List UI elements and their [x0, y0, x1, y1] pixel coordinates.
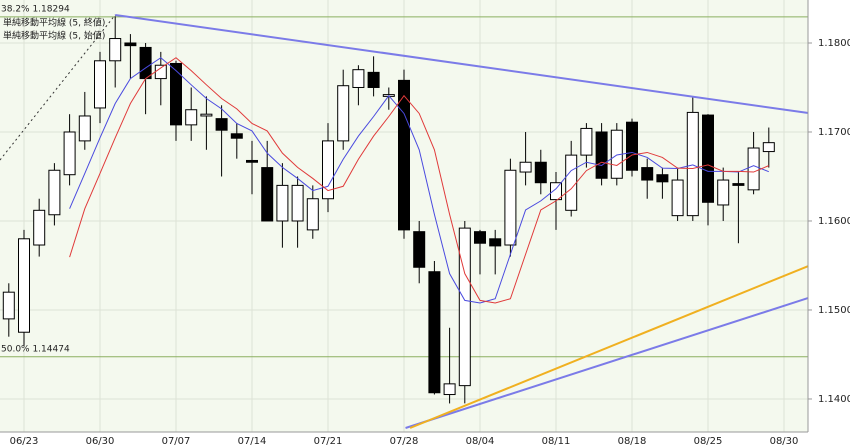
x-tick-label: 08/04 [466, 436, 495, 447]
candle-body [443, 383, 456, 396]
x-tick-label: 06/23 [10, 436, 39, 447]
trend-line [115, 13, 809, 115]
x-tick-label: 07/21 [314, 436, 343, 447]
candle-body [48, 169, 61, 216]
candle-body [458, 227, 471, 387]
candle-body [78, 115, 91, 142]
candle-body [154, 64, 167, 80]
candle-body [413, 231, 426, 268]
candle-body [474, 231, 486, 244]
candle-body [367, 71, 380, 88]
candle-body [352, 69, 365, 88]
candle-body [63, 131, 76, 176]
candle-body [580, 127, 593, 156]
candle-body [717, 179, 730, 206]
candle-body [398, 79, 410, 231]
legend-entry: 単純移動平均線 (5, 終値) [3, 17, 105, 29]
x-tick-label: 07/14 [238, 436, 267, 447]
x-tick-label: 06/30 [86, 436, 115, 447]
candle-body [2, 291, 15, 320]
candle-body [534, 161, 547, 184]
candle-body [762, 142, 775, 153]
candle-body [702, 114, 714, 203]
candle-body [747, 147, 760, 191]
x-tick-label: 08/18 [618, 436, 647, 447]
x-tick-label: 08/30 [770, 436, 799, 447]
trend-line [405, 297, 809, 429]
candle-body [428, 271, 441, 394]
candle-body [124, 42, 137, 47]
candle-body [565, 154, 578, 211]
candle-body [261, 167, 274, 222]
candle-body [322, 140, 334, 200]
candle-body [170, 62, 182, 126]
trend-line [409, 265, 809, 429]
level-label: 38.2% 1.18294 [1, 4, 70, 14]
trend-line [0, 14, 116, 161]
moving-average-line [69, 57, 769, 304]
candle-body [489, 238, 502, 247]
candle-body [185, 109, 198, 126]
candle-body [671, 179, 684, 217]
candle-body [656, 174, 669, 183]
candle-body [626, 121, 638, 171]
candle-body [686, 111, 699, 217]
candle-body [246, 159, 258, 163]
candle-body [139, 46, 152, 80]
candle-body [215, 118, 228, 131]
x-tick-label: 07/28 [390, 436, 419, 447]
candle-body [337, 85, 350, 142]
candle-body [504, 169, 517, 246]
y-tick-label: 1.17000 [818, 127, 850, 138]
level-label: 50.0% 1.14474 [1, 344, 70, 354]
candle-body [306, 198, 319, 231]
y-tick-label: 1.15000 [818, 305, 850, 316]
x-tick-label: 07/07 [162, 436, 191, 447]
x-tick-label: 08/25 [694, 436, 723, 447]
candle-body [230, 133, 243, 139]
candle-body [519, 161, 532, 173]
candle-body [595, 131, 608, 179]
candle-body [33, 209, 46, 246]
legend-entry: 単純移動平均線 (5, 始値) [3, 30, 105, 42]
y-tick-label: 1.16000 [818, 216, 850, 227]
candle-body [291, 184, 304, 222]
candle-body [732, 183, 745, 186]
candle-body [94, 60, 106, 109]
candle-body [550, 182, 562, 201]
candle-body [641, 167, 654, 181]
y-tick-label: 1.14000 [818, 394, 850, 405]
candle-body [200, 113, 213, 117]
candle-body [109, 38, 122, 62]
candle-body [276, 184, 289, 222]
x-tick-label: 08/11 [542, 436, 571, 447]
candle-body [18, 238, 30, 333]
moving-average-line [69, 57, 769, 304]
